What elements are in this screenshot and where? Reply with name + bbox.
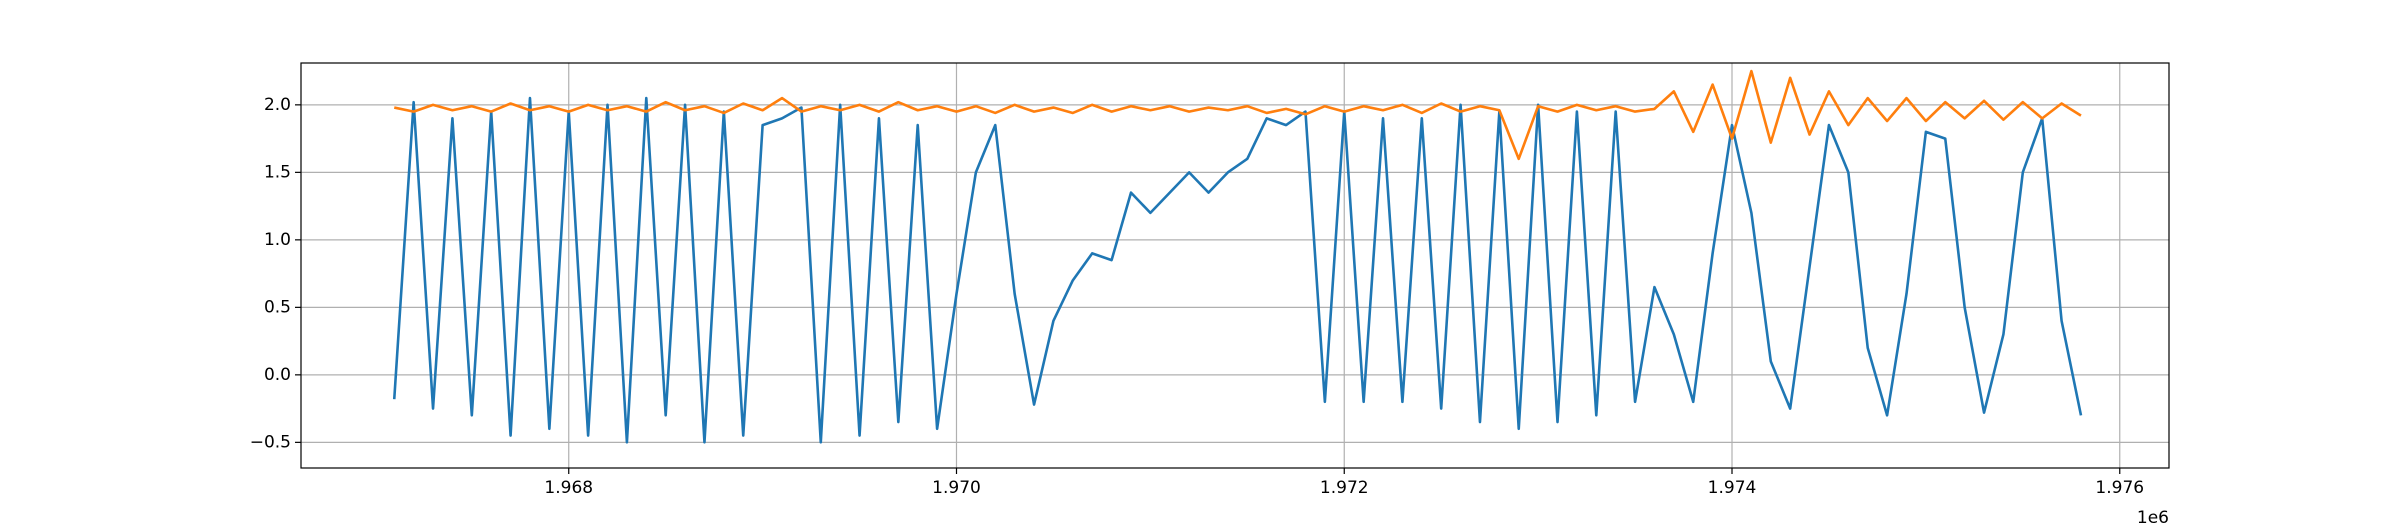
y-tick-label: −0.5 (250, 432, 291, 452)
y-tick-label: 1.5 (264, 162, 291, 182)
y-tick-label: 0.0 (264, 365, 291, 385)
y-tick-label: 1.0 (264, 230, 291, 250)
series-line (393, 69, 2082, 161)
series-line (392, 96, 2083, 444)
x-tick-label: 1.972 (1320, 478, 1369, 498)
x-tick-label: 1.970 (932, 478, 981, 498)
x-tick-label: 1.968 (544, 478, 593, 498)
x-tick-label: 1.974 (1708, 478, 1757, 498)
y-tick-label: 0.5 (264, 297, 291, 317)
x-offset-label: 1e6 (2137, 508, 2169, 525)
axes-frame (300, 62, 2170, 469)
y-tick-label: 2.0 (264, 95, 291, 115)
x-tick-label: 1.976 (2095, 478, 2144, 498)
